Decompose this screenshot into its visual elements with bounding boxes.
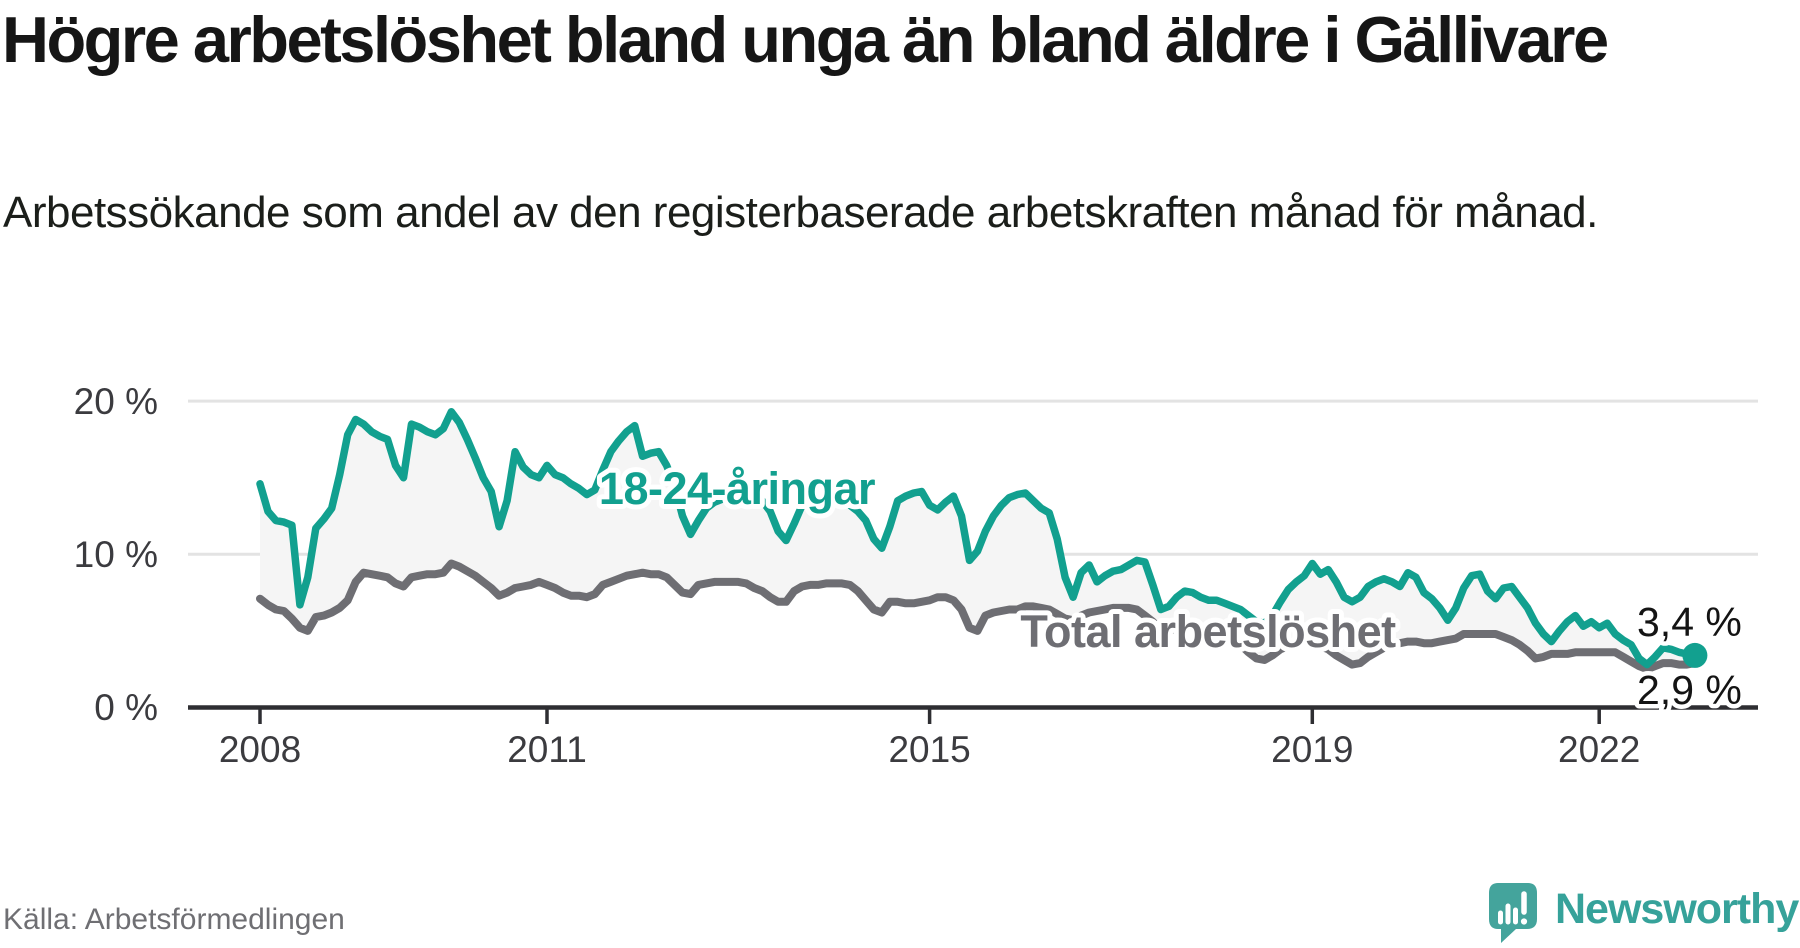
page-subtitle: Arbetssökande som andel av den registerb… <box>3 188 1598 237</box>
page-title: Högre arbetslöshet bland unga än bland ä… <box>2 3 1609 76</box>
youth-line <box>256 408 1699 669</box>
x-tick-label-2011: 2011 <box>507 729 587 770</box>
youth-end-dot <box>1682 642 1708 668</box>
newsworthy-logo-icon <box>1489 883 1537 943</box>
source-caption: Källa: Arbetsförmedlingen <box>3 903 345 936</box>
y-tick-label-10: 10 % <box>74 534 158 575</box>
newsworthy-logo: Newsworthy <box>1488 882 1799 944</box>
x-tick-label-2022: 2022 <box>1558 729 1640 770</box>
y-tick-label-0: 0 % <box>94 687 158 728</box>
newsworthy-logo-text: Newsworthy <box>1555 885 1799 933</box>
x-tick-label-2008: 2008 <box>219 729 301 770</box>
gap-band <box>260 411 1695 670</box>
youth-series-label: 18-24-åringar <box>599 463 875 514</box>
total-line <box>256 559 1699 674</box>
y-tick-label-20: 20 % <box>74 381 158 422</box>
youth-end-value-label: 3,4 % <box>1637 599 1742 645</box>
total-end-value-label: 2,9 % <box>1637 667 1742 713</box>
x-tick-label-2015: 2015 <box>888 729 970 770</box>
x-tick-label-2019: 2019 <box>1271 729 1353 770</box>
logo-exclamation-dot-icon <box>1520 918 1528 925</box>
total-series-label: Total arbetslöshet <box>1020 606 1396 657</box>
